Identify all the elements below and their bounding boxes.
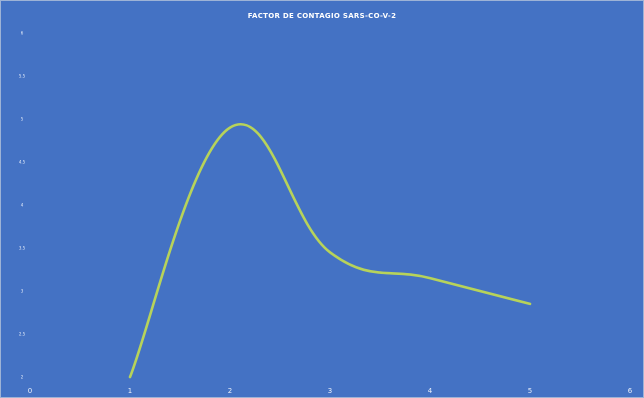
y-tick-label: 5.5 [19,74,26,79]
series-layer [128,123,532,379]
x-tick-label: 2 [228,387,232,395]
y-tick-label: 5 [21,117,24,122]
y-tick-label: 2 [21,375,24,380]
x-tick-label: 3 [328,387,332,395]
x-tick-label: 0 [28,387,32,395]
y-tick-label: 3.5 [19,246,26,251]
y-tick-label: 6 [21,31,24,36]
x-tick-label: 6 [628,387,633,395]
x-tick-label: 4 [428,387,433,395]
x-tick-label: 5 [528,387,532,395]
y-tick-label: 3 [21,289,24,294]
y-axis-ticks: 2 2.5 3 3.5 4 4.5 5 5.5 6 [19,31,26,380]
series-line [128,123,532,379]
y-tick-label: 4.5 [19,160,26,165]
y-tick-label: 4 [21,203,24,208]
x-tick-label: 1 [128,387,132,395]
y-tick-label: 2.5 [19,332,26,337]
x-axis-ticks: 0 1 2 3 4 5 6 [28,387,633,395]
chart-title: FACTOR DE CONTAGIO SARS-CO-V-2 [247,12,397,20]
